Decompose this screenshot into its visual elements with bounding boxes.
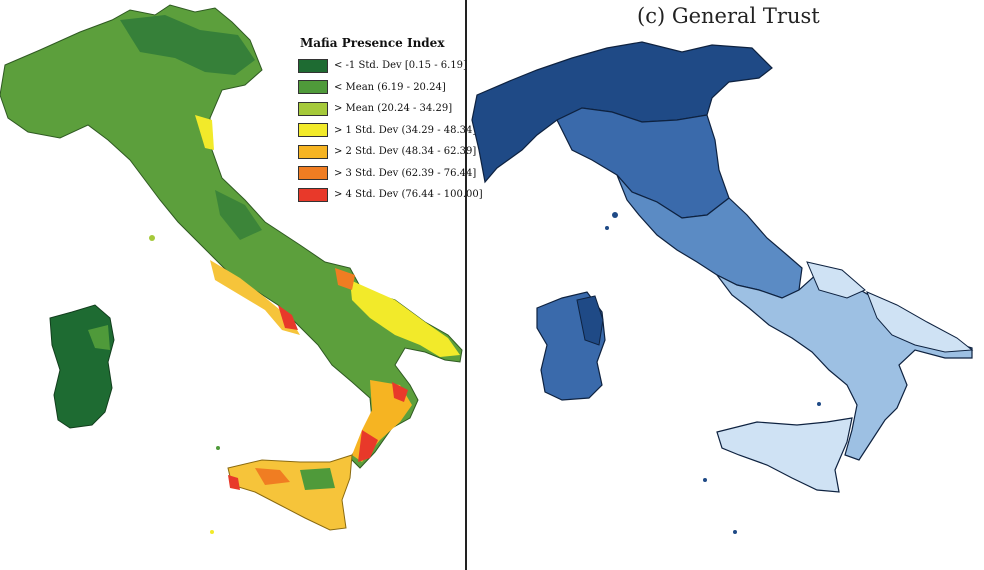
campania-zone	[210, 260, 300, 335]
calabria-red-2	[392, 382, 408, 402]
legend-row: > 1 Std. Dev (34.29 - 48.34]	[298, 120, 476, 142]
sicily-orange	[255, 468, 290, 485]
legend-row: > 4 Std. Dev (76.44 - 100.00]	[298, 184, 483, 206]
legend-swatch	[298, 58, 328, 73]
legend-row: > 3 Std. Dev (62.39 - 76.44]	[298, 163, 476, 185]
legend-swatch	[298, 187, 328, 202]
sicily-red	[228, 475, 240, 490]
legend-swatch	[298, 101, 328, 116]
legend-title: Mafia Presence Index	[300, 36, 445, 50]
sicily-green	[300, 468, 335, 490]
legend-label: < Mean (6.19 - 20.24]	[334, 81, 446, 93]
legend-swatch	[298, 144, 328, 159]
sardinia-shape	[49, 304, 115, 429]
sicily-shape	[227, 454, 353, 531]
calabria-red	[358, 430, 378, 462]
general-trust-panel: (c) General Trust	[467, 0, 984, 570]
naples-hotspot	[278, 305, 298, 330]
apulia-region	[866, 291, 974, 353]
panel-title: (c) General Trust	[637, 4, 820, 28]
legend-label: > 2 Std. Dev (48.34 - 62.39]	[334, 146, 477, 158]
sardinia-patch	[88, 325, 110, 350]
legend-label: > 3 Std. Dev (62.39 - 76.44]	[334, 167, 477, 179]
legend-row: < -1 Std. Dev [0.15 - 6.19]	[298, 55, 468, 77]
sicily-region	[716, 417, 853, 493]
legend-swatch	[298, 123, 328, 138]
small-island-2	[605, 226, 609, 230]
legend-label: > Mean (20.24 - 34.29]	[334, 103, 453, 115]
northern-italy-region	[471, 41, 773, 184]
apulia-orange	[335, 268, 355, 290]
mainland-italy-shape	[0, 4, 463, 469]
legend-row: > Mean (20.24 - 34.29]	[298, 98, 468, 120]
small-island	[612, 212, 618, 218]
small-island-4	[733, 530, 737, 534]
legend-row: < Mean (6.19 - 20.24]	[298, 77, 468, 99]
po-valley-yellow	[195, 115, 214, 150]
legend-label: > 4 Std. Dev (76.44 - 100.00]	[334, 189, 483, 201]
legend-swatch	[298, 80, 328, 95]
legend-label: < -1 Std. Dev [0.15 - 6.19]	[334, 60, 467, 72]
elba-island	[149, 235, 155, 241]
legend-row: > 2 Std. Dev (48.34 - 62.39]	[298, 141, 476, 163]
small-island-2	[210, 530, 214, 534]
legend-label: > 1 Std. Dev (34.29 - 48.34]	[334, 124, 477, 136]
legend: Mafia Presence Index < -1 Std. Dev [0.15…	[298, 36, 483, 206]
small-island-5	[817, 402, 821, 406]
general-trust-map	[471, 41, 974, 534]
small-island-3	[703, 478, 707, 482]
alps-region	[120, 15, 255, 75]
mafia-presence-panel: Mafia Presence Index < -1 Std. Dev [0.15…	[0, 0, 483, 570]
legend-swatch	[298, 166, 328, 181]
panel-divider	[465, 0, 467, 570]
mafia-presence-map	[0, 4, 463, 534]
apulia-zone	[350, 280, 460, 357]
molise-region	[806, 261, 866, 299]
apennine-region	[215, 190, 262, 240]
sardinia-east	[576, 295, 604, 346]
small-island	[216, 446, 220, 450]
